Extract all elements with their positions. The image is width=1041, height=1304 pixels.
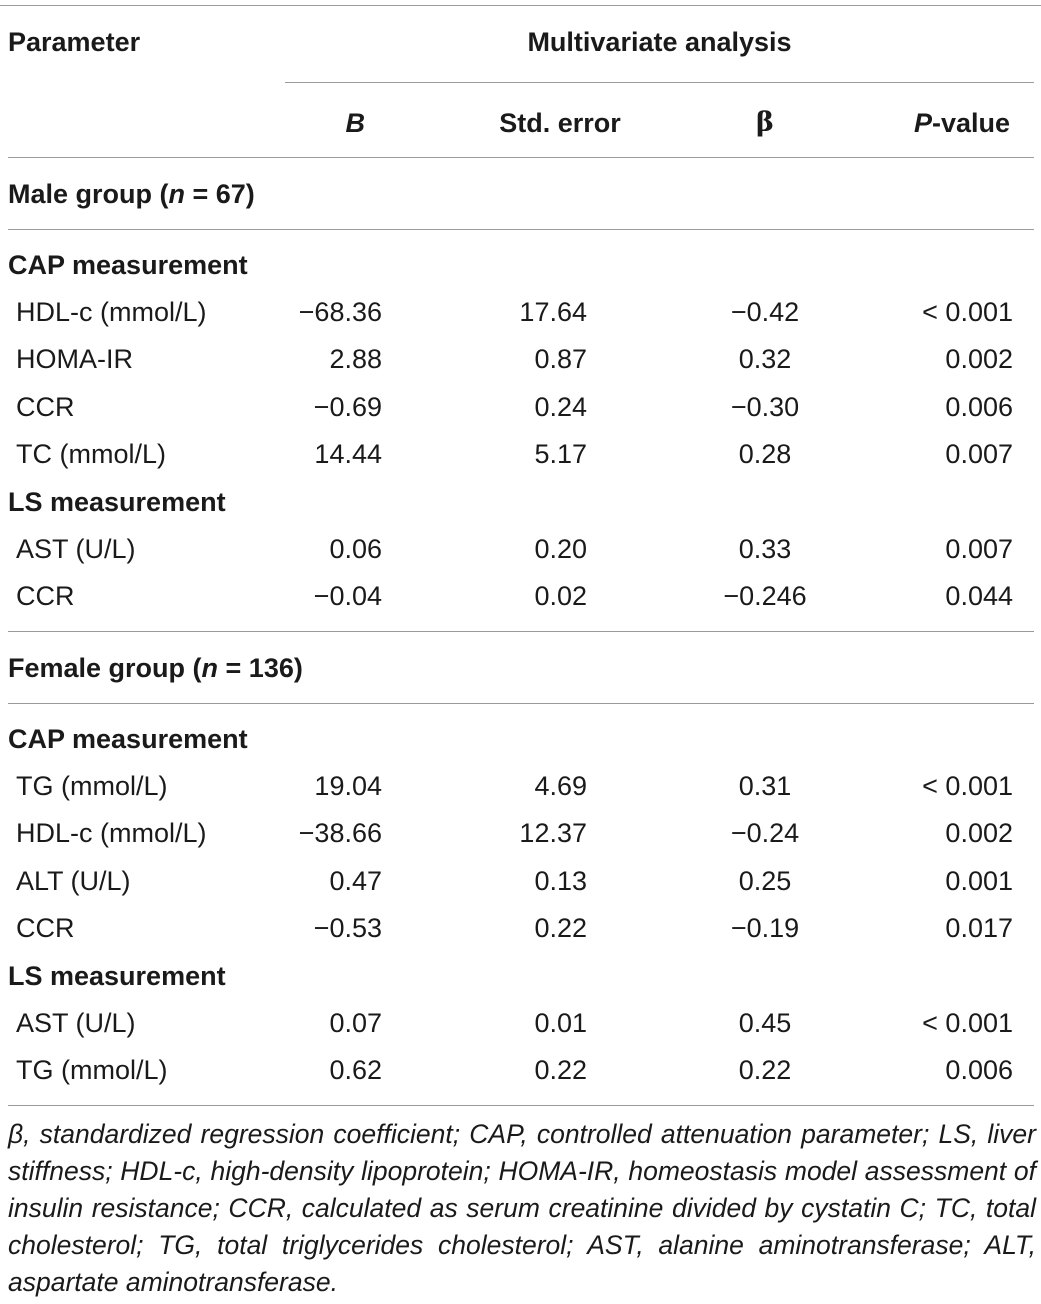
b-cell: 0.47	[329, 866, 382, 896]
beta-cell: 0.32	[738, 344, 792, 374]
p-value-cell: 0.007	[945, 439, 1013, 469]
p-value-cell: < 0.001	[922, 1008, 1013, 1038]
b-column-header: B	[345, 108, 366, 138]
p-value-cell: 0.002	[945, 344, 1013, 374]
se-cell: 17.64	[519, 297, 587, 327]
female-title-post: = 136)	[218, 653, 303, 683]
b-cell: 14.44	[314, 439, 382, 469]
param-cell: CCR	[16, 581, 75, 611]
female-title-rule	[8, 703, 1034, 704]
beta-cell: −0.19	[730, 913, 800, 943]
p-value-cell: 0.001	[945, 866, 1013, 896]
beta-column-header: β	[700, 107, 830, 139]
beta-cell: 0.31	[738, 771, 792, 801]
beta-cell: 0.25	[738, 866, 792, 896]
beta-cell: −0.42	[730, 297, 800, 327]
parameter-header: Parameter	[8, 27, 141, 57]
beta-cell: 0.28	[738, 439, 792, 469]
b-cell: −0.04	[313, 581, 382, 611]
p-value-cell: < 0.001	[922, 771, 1013, 801]
beta-cell: 0.22	[738, 1055, 792, 1085]
b-cell: −68.36	[298, 297, 382, 327]
param-cell: HDL-c (mmol/L)	[16, 297, 207, 327]
b-cell: 0.62	[329, 1055, 382, 1085]
male-ls-label: LS measurement	[8, 487, 226, 517]
param-cell: CCR	[16, 392, 75, 422]
se-cell: 0.22	[534, 913, 587, 943]
beta-cell: 0.33	[738, 534, 792, 564]
beta-cell: −0.246	[723, 581, 807, 611]
p-value-column-header: P-value	[850, 107, 1010, 139]
female-cap-label: CAP measurement	[8, 724, 248, 754]
b-cell: −38.66	[298, 818, 382, 848]
female-title-pre: Female group (	[8, 653, 202, 683]
se-cell: 0.22	[534, 1055, 587, 1085]
multivariate-header: Multivariate analysis	[527, 27, 792, 57]
se-cell: 0.24	[534, 392, 587, 422]
b-cell: 0.06	[329, 534, 382, 564]
female-bottom-rule	[8, 1105, 1034, 1106]
param-cell: HOMA-IR	[16, 344, 133, 374]
se-cell: 4.69	[534, 771, 587, 801]
param-cell: TC (mmol/L)	[16, 439, 166, 469]
param-cell: TG (mmol/L)	[16, 771, 168, 801]
header-bottom-rule	[8, 157, 1034, 158]
b-cell: −0.53	[313, 913, 382, 943]
table-footnote: β, standardized regression coefficient; …	[8, 1119, 1036, 1297]
p-value-cell: 0.006	[945, 392, 1013, 422]
female-ls-label: LS measurement	[8, 961, 226, 991]
p-value-cell: 0.002	[945, 818, 1013, 848]
top-rule	[0, 5, 1041, 6]
beta-cell: 0.45	[738, 1008, 792, 1038]
se-cell: 0.01	[534, 1008, 587, 1038]
b-cell: 19.04	[314, 771, 382, 801]
p-value-cell: 0.007	[945, 534, 1013, 564]
beta-cell: −0.24	[730, 818, 800, 848]
se-cell: 0.20	[534, 534, 587, 564]
b-cell: 2.88	[329, 344, 382, 374]
beta-symbol: β	[756, 107, 774, 138]
p-suffix: -value	[931, 108, 1010, 138]
se-cell: 5.17	[534, 439, 587, 469]
p-value-cell: 0.006	[945, 1055, 1013, 1085]
se-cell: 0.02	[534, 581, 587, 611]
beta-cell: −0.30	[730, 392, 800, 422]
std-error-column-header: Std. error	[499, 108, 621, 138]
male-title-n: n	[168, 179, 186, 209]
p-value-cell: 0.017	[945, 913, 1013, 943]
param-cell: AST (U/L)	[16, 534, 136, 564]
param-cell: CCR	[16, 913, 75, 943]
male-title-rule	[8, 229, 1034, 230]
male-bottom-rule	[8, 631, 1034, 632]
param-cell: HDL-c (mmol/L)	[16, 818, 207, 848]
se-cell: 0.87	[534, 344, 587, 374]
param-cell: ALT (U/L)	[16, 866, 131, 896]
male-group-title: Male group (n = 67)	[8, 178, 255, 210]
male-title-pre: Male group (	[8, 179, 169, 209]
male-title-post: = 67)	[185, 179, 255, 209]
female-title-n: n	[201, 653, 219, 683]
multivariate-underline	[285, 82, 1034, 83]
p-value-cell: 0.044	[945, 581, 1013, 611]
p-value-cell: < 0.001	[922, 297, 1013, 327]
p-italic: P	[913, 108, 932, 138]
param-cell: TG (mmol/L)	[16, 1055, 168, 1085]
se-cell: 0.13	[534, 866, 587, 896]
male-cap-label: CAP measurement	[8, 250, 248, 280]
female-group-title: Female group (n = 136)	[8, 652, 303, 684]
b-cell: 0.07	[329, 1008, 382, 1038]
se-cell: 12.37	[519, 818, 587, 848]
b-cell: −0.69	[313, 392, 382, 422]
param-cell: AST (U/L)	[16, 1008, 136, 1038]
